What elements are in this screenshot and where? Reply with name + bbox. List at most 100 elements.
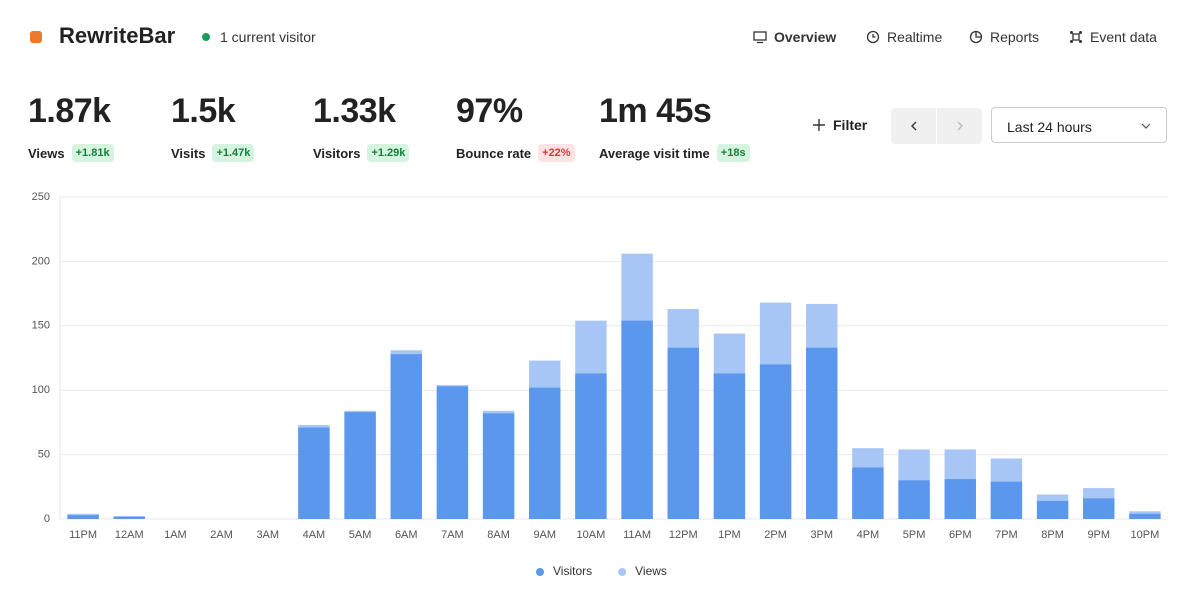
bar xyxy=(898,480,930,519)
icon xyxy=(911,121,917,131)
bar xyxy=(667,347,699,519)
x-tick-label: 9PM xyxy=(1087,529,1110,541)
range-label: Last 24 hours xyxy=(1007,119,1092,135)
metric-value: 1.5k xyxy=(171,92,236,130)
metric-label: Average visit time xyxy=(599,145,710,161)
metric-row: Visitors +1.29k xyxy=(313,144,410,162)
x-tick-label: 4AM xyxy=(303,529,326,541)
bar xyxy=(529,387,561,519)
x-tick-label: 9AM xyxy=(533,529,556,541)
metric-row: Visits +1.47k xyxy=(171,144,255,162)
x-tick-label: 6PM xyxy=(949,529,972,541)
legend-swatch xyxy=(536,568,544,576)
metric-change: +1.47k xyxy=(212,144,255,162)
x-tick-label: 10AM xyxy=(577,529,606,541)
bar xyxy=(852,467,884,519)
metric-value: 1m 45s xyxy=(599,92,712,130)
metric: 1.33k Visitors +1.29k xyxy=(313,92,410,162)
site-title[interactable]: RewriteBar xyxy=(59,23,176,48)
range-select[interactable]: Last 24 hours xyxy=(991,107,1167,143)
nav-item[interactable]: Realtime xyxy=(866,29,942,45)
icon xyxy=(753,31,767,44)
x-tick-label: 11PM xyxy=(69,529,97,541)
y-tick-label: 200 xyxy=(32,255,50,267)
y-tick-label: 100 xyxy=(32,384,50,396)
metric-row: Average visit time +18s xyxy=(599,144,750,162)
x-tick-label: 7PM xyxy=(995,529,1018,541)
icon xyxy=(969,30,983,44)
next-button[interactable] xyxy=(937,108,982,144)
bar xyxy=(298,427,330,519)
x-tick-label: 4PM xyxy=(857,529,880,541)
x-tick-label: 3AM xyxy=(256,529,279,541)
x-tick-label: 10PM xyxy=(1131,529,1160,541)
bar xyxy=(575,373,607,519)
legend-label: Visitors xyxy=(553,564,592,578)
metric-label: Views xyxy=(28,145,65,161)
metric-row: Views +1.81k xyxy=(28,144,114,162)
bar xyxy=(713,373,746,519)
metric-change: +1.29k xyxy=(367,144,410,162)
x-tick-label: 8AM xyxy=(487,529,510,541)
x-tick-label: 3PM xyxy=(810,529,833,541)
bar xyxy=(390,354,422,519)
bar xyxy=(621,320,653,519)
legend-swatch xyxy=(618,568,627,576)
bar xyxy=(113,516,145,519)
prev-button[interactable] xyxy=(891,108,936,144)
metric-change: +22% xyxy=(538,144,575,162)
x-tick-label: 1PM xyxy=(718,529,741,541)
live-visitors: 1 current visitor xyxy=(220,29,316,45)
x-tick-label: 2PM xyxy=(764,529,787,541)
bar xyxy=(482,413,515,519)
bar xyxy=(990,481,1023,519)
live-dot xyxy=(202,33,210,41)
x-tick-label: 5PM xyxy=(903,529,926,541)
metric: 1.87k Views +1.81k xyxy=(28,92,114,162)
logo xyxy=(30,31,42,43)
metric-label: Bounce rate xyxy=(456,145,532,161)
icon xyxy=(866,30,880,44)
nav-label: Overview xyxy=(774,29,837,45)
x-tick-label: 2AM xyxy=(210,529,233,541)
metric-label: Visits xyxy=(171,145,206,161)
metric-value: 97% xyxy=(456,92,523,130)
x-tick-label: 1AM xyxy=(164,529,187,541)
bar xyxy=(944,479,976,519)
bar xyxy=(1129,513,1161,519)
filter-button[interactable]: Filter xyxy=(813,117,867,133)
x-tick-label: 11AM xyxy=(623,529,651,541)
y-tick-label: 0 xyxy=(44,513,50,525)
bar xyxy=(344,412,376,519)
nav-item[interactable]: Overview xyxy=(753,29,836,45)
bar xyxy=(806,347,838,519)
bar xyxy=(1036,500,1069,519)
metric-label: Visitors xyxy=(313,145,361,161)
metric: 1m 45s Average visit time +18s xyxy=(599,92,750,162)
y-tick-label: 50 xyxy=(38,449,50,461)
x-tick-label: 8PM xyxy=(1041,529,1064,541)
bar xyxy=(1083,498,1115,519)
metric: 1.5k Visits +1.47k xyxy=(171,92,255,162)
y-tick-label: 250 xyxy=(32,191,50,203)
metric-value: 1.33k xyxy=(313,92,396,130)
icon xyxy=(813,119,825,131)
metric-change: +18s xyxy=(716,144,750,162)
x-tick-label: 12AM xyxy=(115,529,144,541)
metric: 97% Bounce rate +22% xyxy=(456,92,575,162)
bar xyxy=(436,386,469,519)
x-tick-label: 7AM xyxy=(441,529,464,541)
metric-value: 1.87k xyxy=(28,92,111,130)
bar xyxy=(67,515,99,519)
nav-label: Reports xyxy=(990,29,1040,45)
icon xyxy=(1070,31,1082,43)
nav-label: Event data xyxy=(1090,29,1157,45)
filter-label: Filter xyxy=(833,117,868,133)
x-tick-label: 5AM xyxy=(349,529,372,541)
legend-label: Views xyxy=(635,564,667,578)
x-tick-label: 12PM xyxy=(669,529,698,541)
nav-item[interactable]: Event data xyxy=(1069,29,1157,45)
nav-item[interactable]: Reports xyxy=(969,29,1039,45)
